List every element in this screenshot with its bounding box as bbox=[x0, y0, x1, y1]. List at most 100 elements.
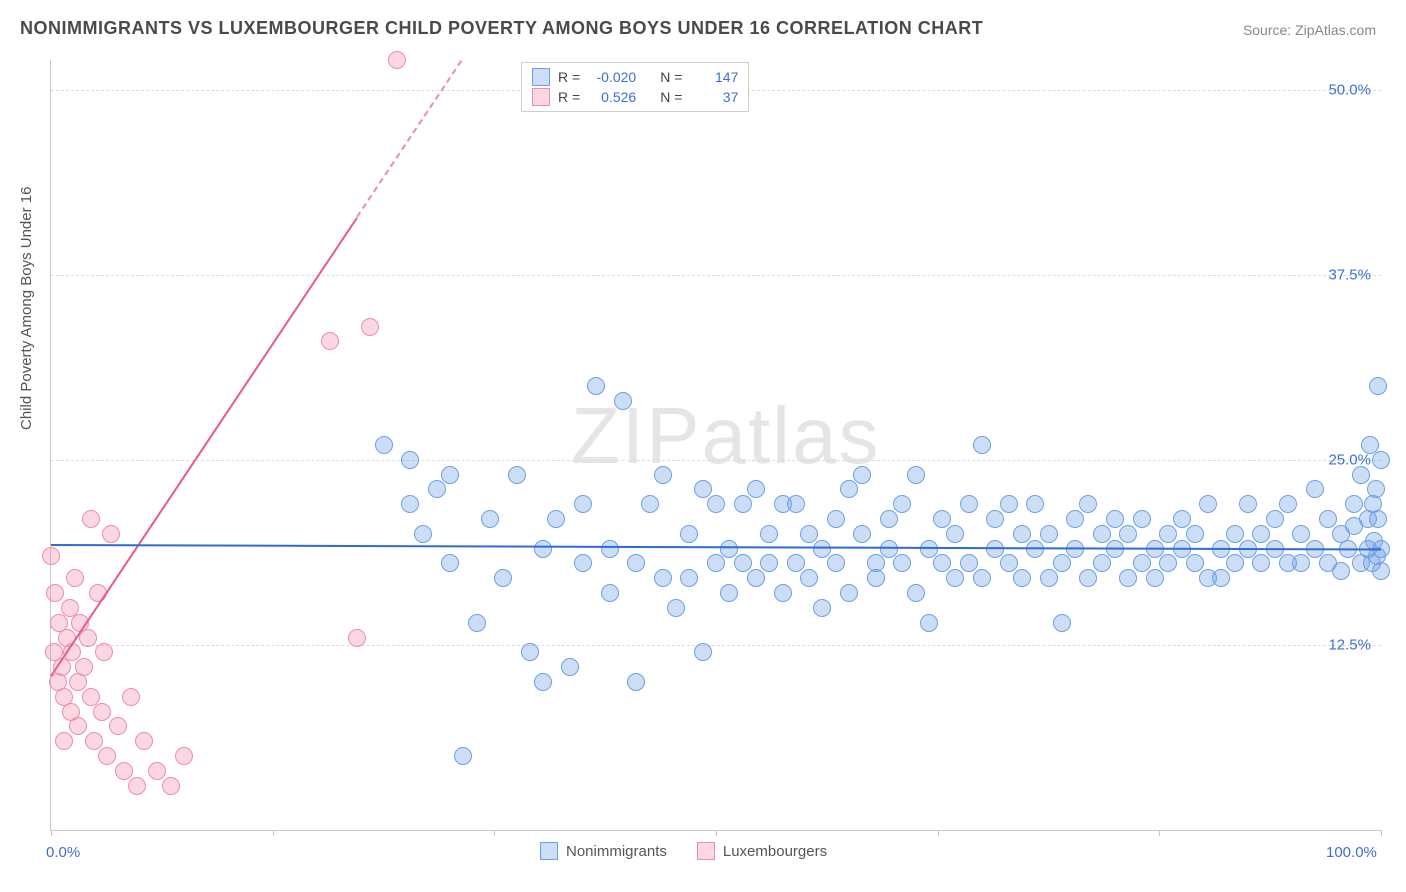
x-tick bbox=[51, 830, 52, 836]
r-value: 0.526 bbox=[588, 89, 636, 105]
scatter-point bbox=[680, 525, 698, 543]
scatter-point bbox=[66, 569, 84, 587]
scatter-point bbox=[1079, 495, 1097, 513]
n-label: N = bbox=[660, 69, 682, 85]
scatter-point bbox=[601, 584, 619, 602]
n-value: 37 bbox=[690, 89, 738, 105]
scatter-point bbox=[827, 510, 845, 528]
trend-line bbox=[356, 60, 462, 218]
scatter-point bbox=[1119, 569, 1137, 587]
scatter-point bbox=[534, 540, 552, 558]
scatter-point bbox=[946, 525, 964, 543]
scatter-point bbox=[321, 332, 339, 350]
scatter-point bbox=[760, 525, 778, 543]
scatter-point bbox=[1053, 614, 1071, 632]
scatter-point bbox=[694, 643, 712, 661]
legend-item: Luxembourgers bbox=[697, 842, 827, 860]
scatter-point bbox=[720, 540, 738, 558]
scatter-point bbox=[1292, 525, 1310, 543]
scatter-point bbox=[1066, 510, 1084, 528]
scatter-point bbox=[1093, 554, 1111, 572]
scatter-point bbox=[760, 554, 778, 572]
scatter-point bbox=[960, 554, 978, 572]
r-value: -0.020 bbox=[588, 69, 636, 85]
scatter-point bbox=[361, 318, 379, 336]
gridline-horizontal bbox=[51, 275, 1381, 276]
scatter-point bbox=[1369, 510, 1387, 528]
scatter-point bbox=[694, 480, 712, 498]
scatter-point bbox=[614, 392, 632, 410]
scatter-point bbox=[654, 569, 672, 587]
scatter-point bbox=[734, 554, 752, 572]
scatter-point bbox=[747, 480, 765, 498]
x-tick bbox=[273, 830, 274, 836]
scatter-point bbox=[1372, 562, 1390, 580]
scatter-point bbox=[109, 717, 127, 735]
scatter-point bbox=[1345, 495, 1363, 513]
scatter-point bbox=[840, 480, 858, 498]
scatter-point bbox=[907, 584, 925, 602]
scatter-point bbox=[1292, 554, 1310, 572]
scatter-point bbox=[1212, 569, 1230, 587]
scatter-point bbox=[1133, 554, 1151, 572]
scatter-point bbox=[1252, 525, 1270, 543]
x-axis-min-label: 0.0% bbox=[46, 844, 80, 861]
scatter-point bbox=[1013, 569, 1031, 587]
scatter-point bbox=[827, 554, 845, 572]
scatter-point bbox=[1093, 525, 1111, 543]
scatter-point bbox=[707, 495, 725, 513]
x-tick bbox=[1159, 830, 1160, 836]
x-tick bbox=[716, 830, 717, 836]
scatter-point bbox=[481, 510, 499, 528]
scatter-point bbox=[508, 466, 526, 484]
source-name: ZipAtlas.com bbox=[1295, 22, 1376, 38]
scatter-point bbox=[401, 495, 419, 513]
scatter-point bbox=[920, 614, 938, 632]
scatter-point bbox=[787, 554, 805, 572]
scatter-point bbox=[82, 510, 100, 528]
scatter-point bbox=[1226, 554, 1244, 572]
scatter-point bbox=[375, 436, 393, 454]
scatter-point bbox=[813, 540, 831, 558]
scatter-point bbox=[1352, 466, 1370, 484]
scatter-point bbox=[42, 547, 60, 565]
chart-legend: Nonimmigrants Luxembourgers bbox=[540, 842, 827, 860]
scatter-point bbox=[813, 599, 831, 617]
scatter-point bbox=[534, 673, 552, 691]
correlation-stats-box: R =-0.020N =147R =0.526N =37 bbox=[521, 62, 749, 112]
y-axis-label: Child Poverty Among Boys Under 16 bbox=[18, 187, 35, 430]
scatter-point bbox=[1040, 525, 1058, 543]
n-value: 147 bbox=[690, 69, 738, 85]
scatter-point bbox=[747, 569, 765, 587]
scatter-point bbox=[641, 495, 659, 513]
scatter-point bbox=[85, 732, 103, 750]
legend-swatch-pink bbox=[532, 88, 550, 106]
scatter-point bbox=[1199, 495, 1217, 513]
scatter-point bbox=[175, 747, 193, 765]
scatter-point bbox=[680, 569, 698, 587]
trend-line bbox=[50, 217, 358, 676]
scatter-point bbox=[880, 510, 898, 528]
scatter-point bbox=[1252, 554, 1270, 572]
scatter-point bbox=[441, 554, 459, 572]
scatter-point bbox=[1372, 451, 1390, 469]
scatter-point bbox=[135, 732, 153, 750]
scatter-point bbox=[1279, 495, 1297, 513]
scatter-point bbox=[893, 554, 911, 572]
x-tick bbox=[938, 830, 939, 836]
scatter-point bbox=[468, 614, 486, 632]
scatter-point bbox=[1266, 510, 1284, 528]
scatter-point bbox=[574, 495, 592, 513]
scatter-point bbox=[428, 480, 446, 498]
source-label: Source: bbox=[1243, 22, 1291, 38]
scatter-point bbox=[1079, 569, 1097, 587]
scatter-point bbox=[933, 510, 951, 528]
scatter-point bbox=[1000, 495, 1018, 513]
scatter-point bbox=[1040, 569, 1058, 587]
scatter-point bbox=[787, 495, 805, 513]
scatter-point bbox=[1000, 554, 1018, 572]
scatter-point bbox=[547, 510, 565, 528]
legend-item: Nonimmigrants bbox=[540, 842, 667, 860]
scatter-point bbox=[1133, 510, 1151, 528]
scatter-point bbox=[627, 673, 645, 691]
